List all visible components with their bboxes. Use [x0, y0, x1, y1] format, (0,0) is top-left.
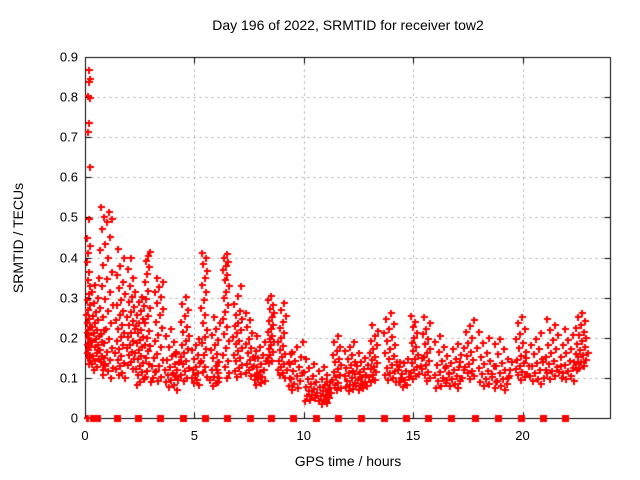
chart-title: Day 196 of 2022, SRMTID for receiver tow… [212, 17, 484, 33]
y-tick-label: 0.3 [59, 290, 78, 306]
x-tick-label: 5 [190, 428, 198, 443]
y-tick-label: 0.4 [59, 250, 78, 266]
x-axis-label: GPS time / hours [294, 453, 402, 469]
x-tick-label: 10 [296, 428, 311, 443]
y-tick-label: 0.9 [59, 49, 78, 65]
x-tick-label: 0 [81, 428, 89, 443]
y-tick-label: 0.2 [59, 330, 78, 346]
y-tick-label: 0.1 [59, 370, 78, 386]
y-tick-label: 0.6 [59, 169, 78, 185]
x-tick-label: 15 [405, 428, 421, 443]
y-tick-label: 0.5 [59, 209, 78, 225]
y-tick-label: 0.7 [59, 129, 78, 145]
x-tick-label: 20 [515, 428, 530, 443]
y-axis-label: SRMTID / TECUs [10, 182, 26, 294]
y-tick-label: 0.8 [59, 89, 78, 105]
y-tick-label: 0 [70, 410, 78, 426]
